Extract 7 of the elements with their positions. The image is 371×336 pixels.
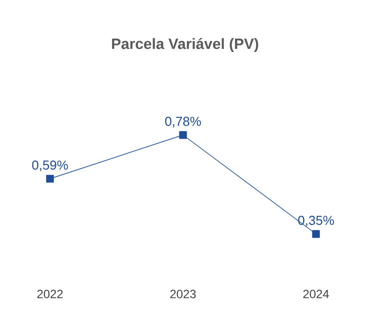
x-tick-label: 2023	[170, 290, 196, 298]
x-tick-label: 2022	[37, 290, 63, 298]
x-tick-label: 2024	[303, 290, 329, 298]
data-label: 0,59%	[32, 160, 68, 172]
data-label: 0,78%	[165, 116, 201, 128]
chart-title: Parcela Variável (PV)	[112, 38, 258, 52]
data-label: 0,35%	[298, 216, 334, 226]
